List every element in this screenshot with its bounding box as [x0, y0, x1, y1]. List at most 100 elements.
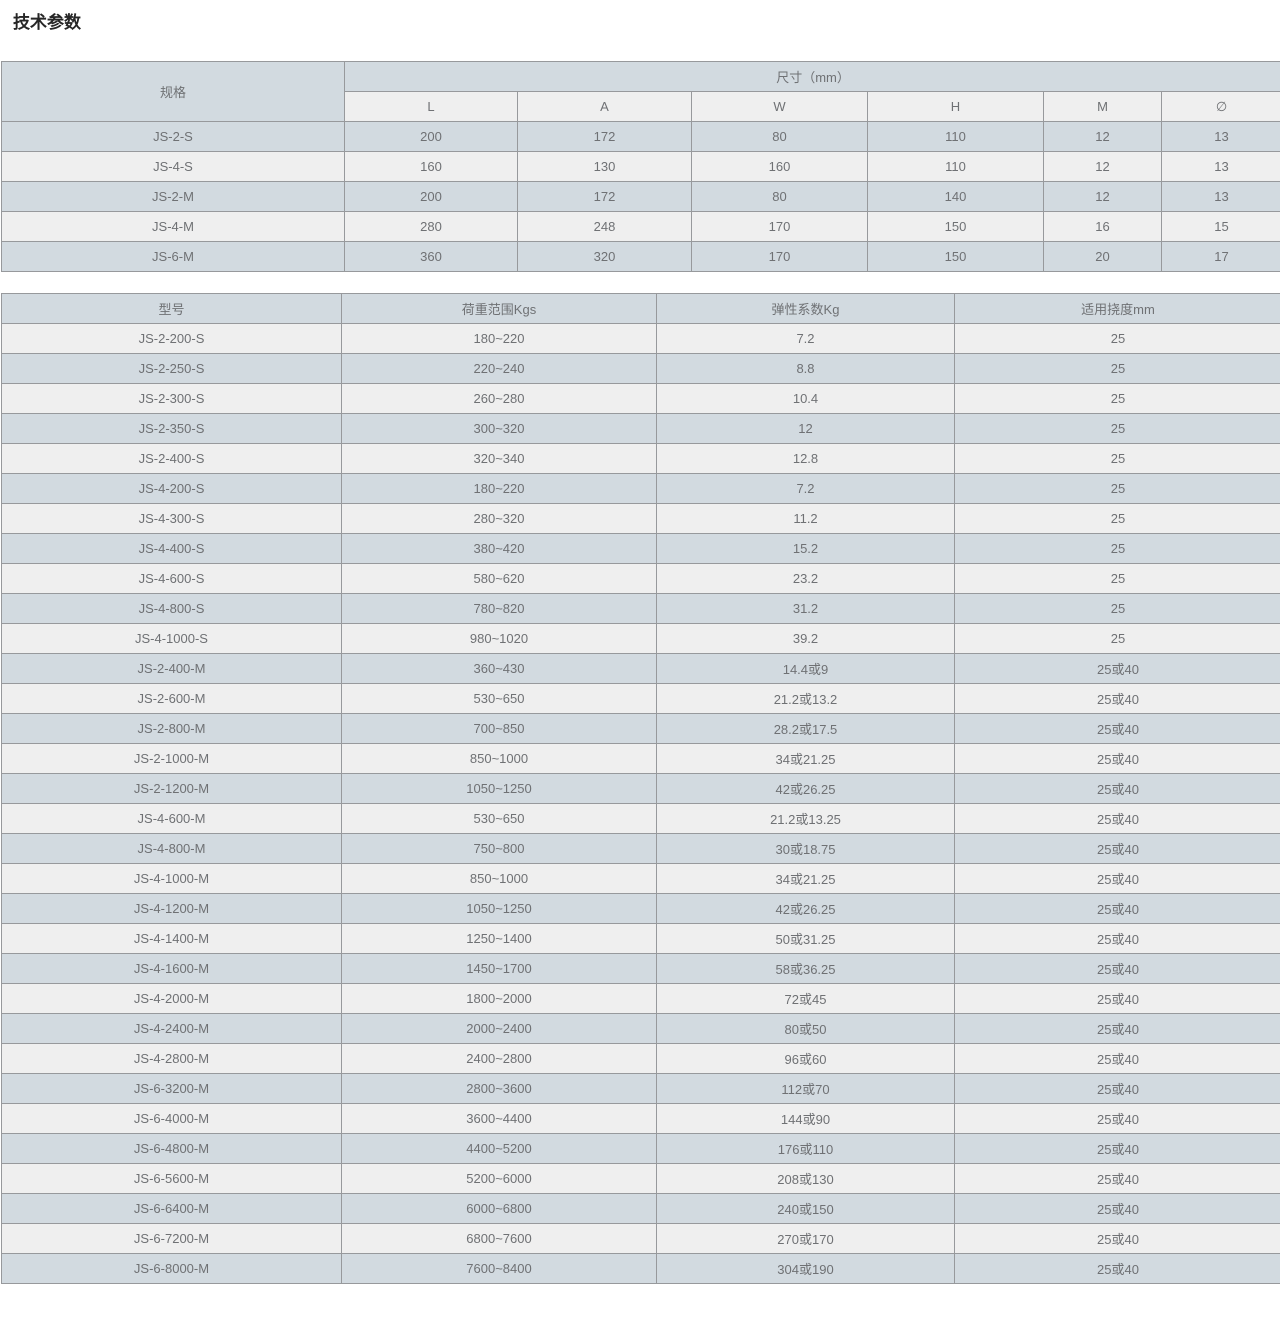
- model-cell: JS-4-2400-M: [2, 1014, 342, 1044]
- load-range-cell: 180~220: [342, 474, 657, 504]
- deflection-cell: 25或40: [955, 774, 1280, 804]
- load-range-cell: 530~650: [342, 804, 657, 834]
- deflection-cell: 25或40: [955, 714, 1280, 744]
- model-cell: JS-2-800-M: [2, 714, 342, 744]
- load-range-cell: 850~1000: [342, 864, 657, 894]
- model-cell: JS-4-200-S: [2, 474, 342, 504]
- spec-cell: JS-2-S: [2, 122, 345, 152]
- model-cell: JS-4-400-S: [2, 534, 342, 564]
- load-range-cell: 980~1020: [342, 624, 657, 654]
- load-range-cell: 1800~2000: [342, 984, 657, 1014]
- page-title: 技术参数: [13, 12, 1267, 34]
- model-cell: JS-4-1200-M: [2, 894, 342, 924]
- coefficient-cell: 7.2: [657, 474, 955, 504]
- dim-col-header-a: A: [518, 92, 692, 122]
- spec-cell: JS-4-S: [2, 152, 345, 182]
- dim-value-cell: 200: [345, 182, 518, 212]
- coefficient-cell: 58或36.25: [657, 954, 955, 984]
- load-range-cell: 530~650: [342, 684, 657, 714]
- load-range-cell: 220~240: [342, 354, 657, 384]
- deflection-cell: 25或40: [955, 1134, 1280, 1164]
- dim-value-cell: 160: [692, 152, 868, 182]
- load-range-cell: 2400~2800: [342, 1044, 657, 1074]
- load-range-cell: 320~340: [342, 444, 657, 474]
- deflection-cell: 25: [955, 444, 1280, 474]
- deflection-cell: 25或40: [955, 684, 1280, 714]
- coefficient-cell: 42或26.25: [657, 894, 955, 924]
- coefficient-cell: 96或60: [657, 1044, 955, 1074]
- dim-value-cell: 140: [868, 182, 1044, 212]
- load-range-cell: 700~850: [342, 714, 657, 744]
- coefficient-cell: 14.4或9: [657, 654, 955, 684]
- model-cell: JS-6-4800-M: [2, 1134, 342, 1164]
- load-range-cell: 2800~3600: [342, 1074, 657, 1104]
- model-cell: JS-6-6400-M: [2, 1194, 342, 1224]
- dim-value-cell: 80: [692, 122, 868, 152]
- coefficient-cell: 50或31.25: [657, 924, 955, 954]
- coefficient-cell: 240或150: [657, 1194, 955, 1224]
- deflection-cell: 25: [955, 474, 1280, 504]
- coefficient-cell: 144或90: [657, 1104, 955, 1134]
- coefficient-cell: 176或110: [657, 1134, 955, 1164]
- dim-value-cell: 15: [1162, 212, 1280, 242]
- spec-cell: JS-2-M: [2, 182, 345, 212]
- deflection-cell: 25或40: [955, 1254, 1280, 1284]
- model-cell: JS-2-200-S: [2, 324, 342, 354]
- load-range-cell: 4400~5200: [342, 1134, 657, 1164]
- model-cell: JS-4-800-S: [2, 594, 342, 624]
- model-cell: JS-6-5600-M: [2, 1164, 342, 1194]
- deflection-cell: 25: [955, 354, 1280, 384]
- dim-value-cell: 150: [868, 242, 1044, 272]
- dim-value-cell: 160: [345, 152, 518, 182]
- model-cell: JS-4-800-M: [2, 834, 342, 864]
- deflection-cell: 25或40: [955, 954, 1280, 984]
- model-cell: JS-2-600-M: [2, 684, 342, 714]
- deflection-cell: 25或40: [955, 924, 1280, 954]
- deflection-cell: 25或40: [955, 1224, 1280, 1254]
- deflection-cell: 25: [955, 414, 1280, 444]
- dim-col-header-∅: ∅: [1162, 92, 1280, 122]
- coefficient-cell: 28.2或17.5: [657, 714, 955, 744]
- dim-value-cell: 12: [1044, 152, 1162, 182]
- model-col-header-0: 型号: [2, 294, 342, 324]
- deflection-cell: 25: [955, 564, 1280, 594]
- load-range-cell: 280~320: [342, 504, 657, 534]
- dim-value-cell: 150: [868, 212, 1044, 242]
- dim-value-cell: 320: [518, 242, 692, 272]
- spec-cell: JS-4-M: [2, 212, 345, 242]
- model-cell: JS-4-1600-M: [2, 954, 342, 984]
- model-cell: JS-2-1000-M: [2, 744, 342, 774]
- model-cell: JS-2-250-S: [2, 354, 342, 384]
- coefficient-cell: 304或190: [657, 1254, 955, 1284]
- deflection-cell: 25或40: [955, 1014, 1280, 1044]
- dim-value-cell: 172: [518, 182, 692, 212]
- deflection-cell: 25或40: [955, 744, 1280, 774]
- load-range-cell: 1450~1700: [342, 954, 657, 984]
- coefficient-cell: 15.2: [657, 534, 955, 564]
- dim-value-cell: 16: [1044, 212, 1162, 242]
